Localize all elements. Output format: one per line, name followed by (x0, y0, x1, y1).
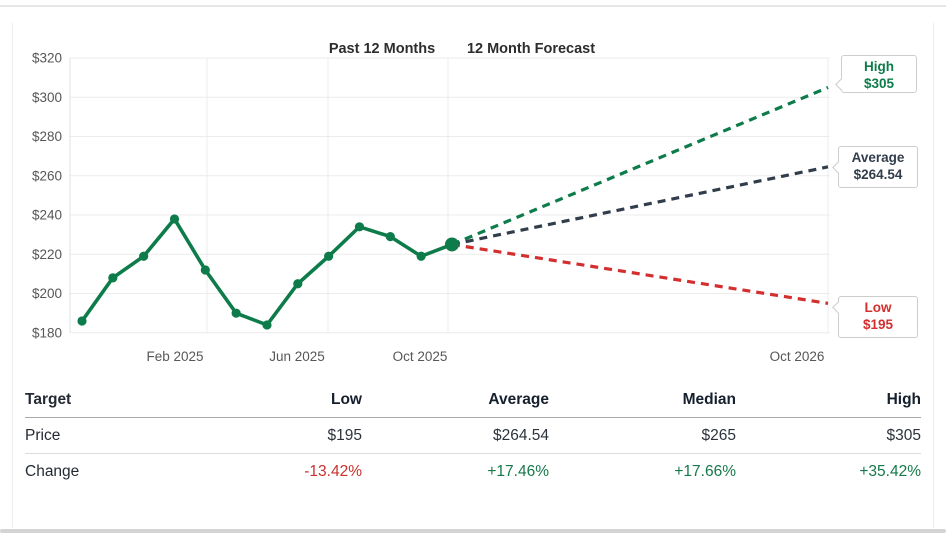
average-value: $264.54 (853, 167, 903, 182)
change-average: +17.46% (487, 463, 549, 480)
y-axis-label: $200 (32, 286, 62, 301)
change-row-label: Change (25, 463, 80, 480)
card-right-border (933, 23, 934, 528)
y-axis-label: $280 (32, 129, 62, 144)
x-axis-label: Oct 2025 (393, 349, 448, 364)
table-row-price: Price $195 $264.54 $265 $305 (25, 418, 921, 454)
high-target-callout: High $305 (835, 55, 917, 93)
table-header-row: Target Low Average Median High (25, 382, 921, 418)
price-history-forecast-chart: $320 $300 $280 $260 $240 $220 $200 $180 Feb 2025… (32, 51, 830, 364)
high-label: High (864, 59, 894, 74)
history-point (139, 251, 149, 261)
history-point (231, 308, 241, 318)
low-target-callout: Low $195 (832, 296, 918, 338)
x-axis-label: Jun 2025 (269, 349, 325, 364)
history-point (108, 273, 118, 283)
history-point (354, 222, 365, 232)
change-low: -13.42% (304, 463, 362, 480)
header-median: Median (682, 390, 736, 408)
price-average: $264.54 (492, 426, 549, 444)
chart-title-past: Past 12 Months (328, 41, 436, 57)
current-price-point (444, 237, 459, 252)
price-row-label: Price (25, 426, 61, 444)
header-low: Low (331, 390, 362, 408)
low-label: Low (864, 300, 892, 315)
y-axis-label: $240 (32, 208, 62, 223)
high-value: $305 (863, 76, 895, 91)
price-low: $195 (327, 426, 362, 444)
top-divider (0, 5, 946, 7)
price-high: $305 (886, 426, 921, 444)
y-axis-label: $220 (32, 247, 62, 262)
history-point (200, 265, 210, 275)
forecast-high-line (451, 85, 829, 246)
header-average: Average (488, 390, 549, 408)
x-axis-label: Feb 2025 (146, 349, 203, 364)
y-axis-label: $320 (32, 51, 62, 66)
bottom-divider (0, 529, 946, 533)
average-label: Average (851, 150, 905, 165)
forecast-average-line (451, 165, 829, 247)
y-axis-label: $300 (32, 90, 62, 105)
targets-table: Target Low Average Median High Price $19… (25, 382, 921, 490)
history-point (385, 232, 395, 242)
history-point (169, 214, 180, 224)
history-point (262, 320, 272, 330)
y-axis-label: $260 (32, 168, 62, 183)
average-target-callout: Average $264.54 (832, 146, 918, 188)
history-point (324, 251, 334, 261)
change-median: +17.66% (674, 463, 736, 480)
history-point (416, 251, 426, 261)
low-value: $195 (862, 317, 894, 332)
forecast-low-line (451, 242, 829, 305)
history-point (77, 316, 87, 326)
price-median: $265 (701, 426, 736, 444)
chart-title-forecast: 12 Month Forecast (466, 41, 596, 57)
table-row-change: Change -13.42% +17.46% +17.66% +35.42% (25, 454, 921, 490)
change-high: +35.42% (859, 463, 921, 480)
x-axis-label: Oct 2026 (770, 349, 825, 364)
history-point (293, 279, 303, 289)
card-left-border (12, 23, 13, 528)
header-high: High (886, 390, 921, 408)
y-axis-label: $180 (32, 325, 62, 340)
history-line (80, 217, 454, 327)
header-target: Target (25, 390, 72, 408)
